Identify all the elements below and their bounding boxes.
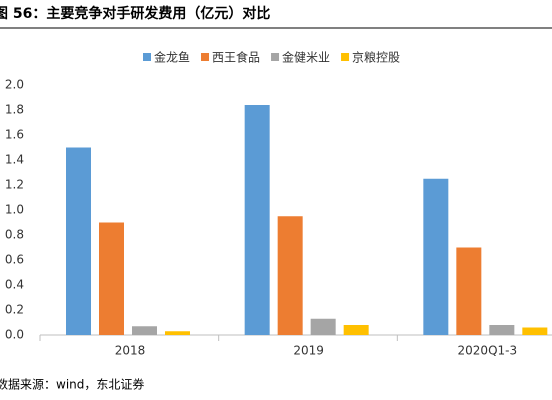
legend-label: 金龙鱼 bbox=[154, 50, 190, 65]
y-tick-label: 0.0 bbox=[5, 328, 24, 342]
y-tick-label: 1.0 bbox=[5, 203, 24, 217]
y-tick-label: 1.4 bbox=[5, 153, 24, 167]
bar bbox=[99, 222, 124, 335]
bar bbox=[244, 105, 270, 335]
bar bbox=[522, 327, 548, 335]
y-tick-label: 1.2 bbox=[5, 178, 24, 192]
legend-label: 西王食品 bbox=[212, 50, 260, 65]
y-tick-label: 0.2 bbox=[5, 303, 24, 317]
bar bbox=[310, 318, 336, 335]
bar bbox=[132, 326, 157, 335]
chart-title: 图 56：主要竞争对手研发费用（亿元）对比 bbox=[0, 5, 270, 22]
y-tick-label: 1.6 bbox=[5, 128, 24, 142]
y-tick-label: 0.6 bbox=[5, 253, 24, 267]
legend-label: 京粮控股 bbox=[352, 50, 400, 65]
legend-swatch bbox=[143, 53, 151, 61]
legend-swatch bbox=[341, 53, 350, 61]
bar bbox=[343, 325, 369, 335]
legend-swatch bbox=[201, 53, 210, 61]
bar bbox=[489, 325, 515, 335]
source-note: 数据来源：wind，东北证券 bbox=[0, 377, 144, 392]
bar bbox=[277, 216, 303, 335]
y-tick-label: 1.8 bbox=[5, 103, 24, 117]
bar bbox=[66, 147, 91, 335]
bar bbox=[423, 178, 449, 335]
legend-label: 金健米业 bbox=[282, 50, 330, 65]
y-tick-label: 0.8 bbox=[5, 228, 24, 242]
x-tick-label: 2019 bbox=[293, 344, 324, 358]
x-tick-label: 2018 bbox=[115, 344, 146, 358]
y-tick-label: 0.4 bbox=[5, 278, 24, 292]
bar bbox=[165, 331, 190, 335]
x-tick-label: 2020Q1-3 bbox=[458, 344, 518, 358]
y-tick-label: 2.0 bbox=[5, 78, 24, 92]
bar bbox=[456, 247, 482, 335]
legend-swatch bbox=[271, 53, 280, 61]
